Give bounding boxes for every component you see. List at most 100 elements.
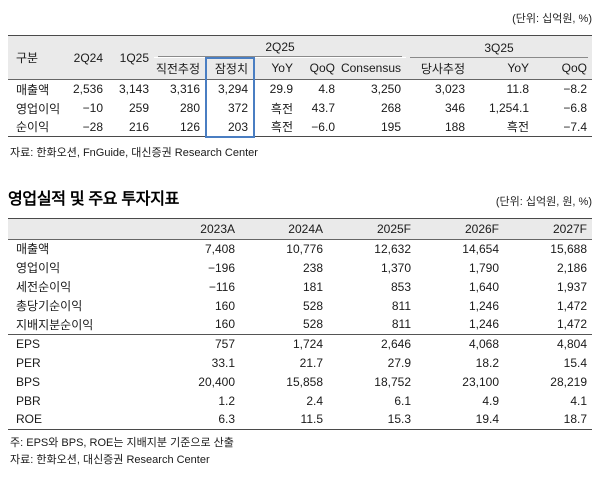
table2-header-2024a: 2024A	[240, 218, 328, 239]
table2-cell: 757	[214, 336, 235, 351]
row-label: PBR	[16, 393, 41, 408]
table2-cell: 1,246	[416, 315, 504, 335]
table1-subheader-qoq2: QoQ	[534, 57, 593, 80]
table1-cell: 흑전	[270, 101, 293, 116]
table1-cell: 268	[380, 101, 402, 115]
table2-cell: 1.2	[218, 393, 235, 408]
row-label: BPS	[16, 374, 41, 389]
table2-cell: 18.2	[475, 355, 499, 370]
row-label: 총당기순이익	[16, 299, 83, 313]
table1-cell: 29.9	[269, 82, 293, 97]
table2-cell: 4,804	[556, 336, 587, 351]
table2-cell: 4.1	[570, 393, 587, 408]
row-label: ROE	[16, 412, 43, 427]
table1-header-1q25: 1Q25	[108, 35, 154, 80]
table1-cell: 3,143	[118, 82, 149, 97]
table1-header-2q24: 2Q24	[60, 35, 108, 80]
table1-subheader-qoq: QoQ	[298, 57, 340, 80]
table2-header-2025f: 2025F	[328, 218, 416, 239]
row-label: PER	[16, 355, 41, 370]
table1-source-note: 자료: 한화오션, FnGuide, 대신증권 Research Center	[10, 146, 258, 159]
table-row: BPS 20,400 15,858 18,752 23,100 28,219	[8, 372, 592, 391]
table2-cell: 2.4	[306, 393, 323, 408]
table1-subheader-preliminary: 잠정치	[205, 56, 255, 80]
table-row: 세전순이익 −116 181 853 1,640 1,937	[8, 277, 592, 296]
table2-cell: 33.1	[211, 355, 235, 370]
table1-cell: −8.2	[563, 82, 588, 97]
row-label: 순이익	[16, 120, 50, 135]
table2-cell: 19.4	[475, 412, 499, 427]
table2-cell: 811	[391, 298, 411, 313]
table1-group-3q25: 3Q25	[406, 35, 593, 58]
row-label: 영업이익	[16, 261, 61, 275]
section2-unit-label: (단위: 십억원, 원, %)	[495, 195, 592, 208]
table1-cell: 3,250	[370, 82, 402, 97]
table2-cell: 6.3	[218, 412, 235, 427]
table1-subheader-yoy: YoY	[254, 57, 298, 80]
section2-header: 영업실적 및 주요 투자지표 (단위: 십억원, 원, %)	[8, 185, 592, 209]
table2-header-2026f: 2026F	[416, 218, 504, 239]
table2-header-2027f: 2027F	[504, 218, 592, 239]
table-row: 순이익 −28 216 126 203 흑전 −6.0 195 188 흑전 −…	[8, 117, 592, 138]
table2-cell: 23,100	[462, 374, 499, 389]
table1-cell: 3,316	[169, 82, 200, 97]
table1-cell: −10	[82, 101, 103, 115]
table2-cell: 15.4	[563, 355, 587, 370]
table2-cell: 160	[152, 315, 240, 335]
table1-cell-highlighted: 3,294	[205, 79, 255, 99]
table2-cell: 2,186	[556, 260, 587, 275]
table1-group-3q25-label: 3Q25	[410, 41, 589, 58]
table1-cell: 195	[380, 119, 402, 134]
table2-cell: 10,776	[286, 241, 323, 256]
table2-cell: 11.5	[300, 412, 323, 427]
table2-header-2023a: 2023A	[152, 218, 240, 239]
table1-cell: −7.4	[563, 119, 588, 134]
table2-cell: 15,858	[286, 374, 323, 389]
table2-cell: 18,752	[374, 374, 411, 389]
row-label: 영업이익	[16, 101, 60, 116]
table1-cell: 4.8	[318, 82, 335, 97]
table-row: PBR 1.2 2.4 6.1 4.9 4.1	[8, 391, 592, 410]
table-row: 매출액 7,408 10,776 12,632 14,654 15,688	[8, 239, 592, 258]
table2-cell: 15,688	[550, 241, 587, 256]
table1-cell: 11.8	[506, 82, 530, 97]
table-row: 영업이익 −196 238 1,370 1,790 2,186	[8, 258, 592, 277]
table1-cell: 2,536	[72, 82, 103, 97]
table2-cell: 21.7	[299, 355, 323, 370]
table1-subheader-yoy2: YoY	[470, 57, 535, 80]
table2-cell: −116	[208, 279, 235, 294]
table2-cell: 28,219	[550, 374, 587, 389]
table2-cell: 12,632	[374, 241, 411, 256]
table1-cell: 259	[128, 101, 149, 115]
table2-cell: 1,246	[468, 298, 499, 313]
table1-cell: 흑전	[506, 120, 530, 135]
table2-cell: 7,408	[204, 241, 235, 256]
table-row: 매출액 2,536 3,143 3,316 3,294 29.9 4.8 3,2…	[8, 79, 592, 99]
table2-cell: 20,400	[198, 374, 235, 389]
row-label: 세전순이익	[16, 280, 72, 294]
table1-cell: 346	[444, 101, 466, 115]
table2-footnote: 주: EPS와 BPS, ROE는 지배지분 기준으로 산출	[10, 436, 234, 449]
table2-cell: 1,724	[292, 336, 323, 351]
table2-cell: 528	[302, 298, 323, 313]
table2-cell: 1,472	[556, 298, 587, 313]
table1-cell: −6.8	[563, 101, 588, 115]
table2-cell: 1,937	[556, 279, 587, 294]
table2-cell: −196	[207, 260, 235, 275]
table2-source-note: 자료: 한화오션, 대신증권 Research Center	[10, 454, 210, 467]
table1-cell: 43.7	[311, 101, 335, 115]
table2-cell: 181	[302, 279, 323, 294]
table1-cell: 1,254.1	[488, 101, 530, 115]
table2-cell: 2,646	[380, 336, 411, 351]
table2-cell: 1,790	[468, 260, 499, 275]
table-row: EPS 757 1,724 2,646 4,068 4,804	[8, 334, 592, 353]
table2-cell: 4.9	[482, 393, 499, 408]
row-label: EPS	[16, 336, 41, 351]
row-label: 매출액	[16, 242, 50, 257]
table2-cell: 4,068	[468, 336, 499, 351]
table2-cell: 6.1	[394, 393, 411, 408]
table2-header-empty	[8, 218, 152, 239]
table1-cell: −6.0	[311, 119, 335, 134]
table2-cell: 528	[240, 315, 328, 335]
